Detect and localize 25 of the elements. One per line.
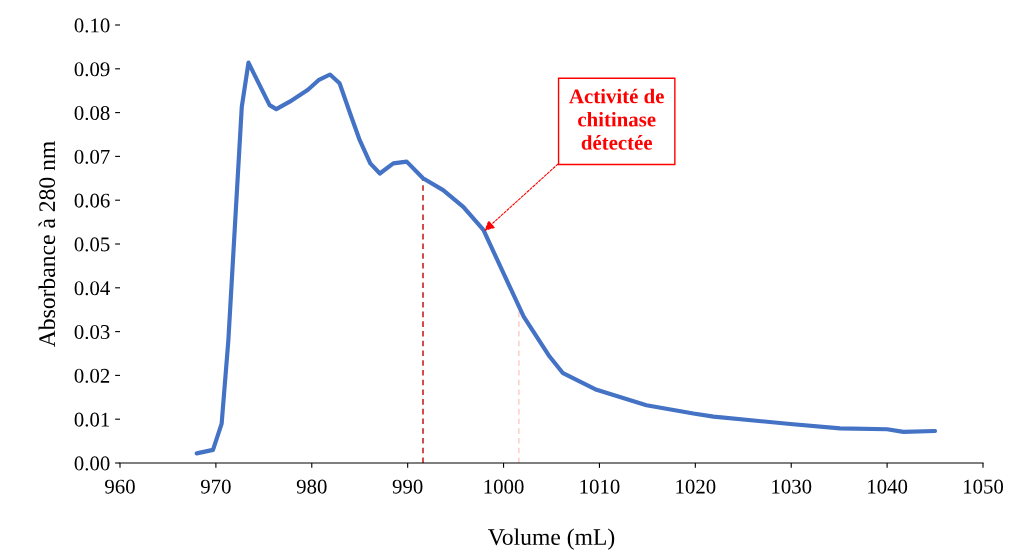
y-tick-label: 0.08 (74, 105, 110, 121)
x-tick-label: 990 (392, 479, 423, 494)
x-tick-label: 1010 (580, 479, 620, 494)
annotation: Activité de chitinase détectée (569, 88, 664, 150)
y-tick-label: 0.10 (74, 18, 110, 33)
x-axis-title: Volume (mL) (488, 528, 615, 550)
y-tick-label: 0.01 (74, 412, 110, 427)
x-tick-label: 1050 (964, 479, 1004, 494)
line-series (194, 60, 938, 456)
y-tick-label: 0.03 (74, 324, 110, 340)
x-tick-label: 1040 (868, 479, 908, 494)
y-tick-label: 0.06 (74, 193, 110, 208)
y-tick-label: 0.00 (74, 456, 110, 471)
y-axis-title: Absorbance à 280 nm (38, 141, 56, 348)
y-tick-label: 0.02 (74, 368, 110, 383)
x-tick-label: 1030 (772, 479, 812, 494)
x-tick-label: 1000 (484, 479, 524, 494)
x-tick-label: 980 (296, 479, 327, 494)
y-tick-label: 0.07 (74, 149, 110, 164)
x-tick-label: 960 (105, 479, 135, 494)
x-tick-label: 970 (200, 479, 231, 494)
x-tick-label: 1020 (676, 479, 716, 494)
y-tick-label: 0.09 (74, 62, 110, 77)
y-tick-label: 0.05 (74, 237, 110, 252)
y-tick-label: 0.04 (74, 281, 110, 296)
